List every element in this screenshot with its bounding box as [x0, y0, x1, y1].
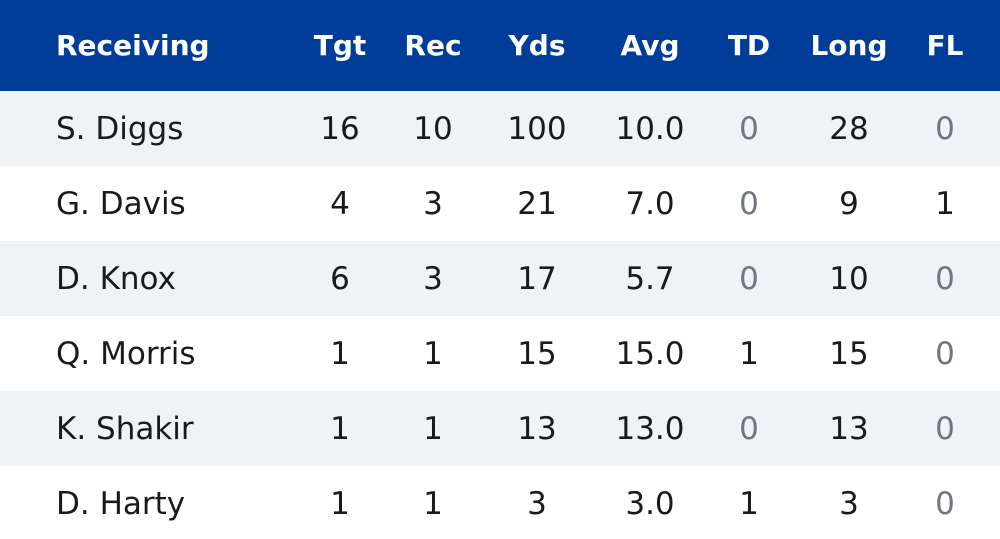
stat-long: 13 — [829, 410, 869, 447]
header-rec: Rec — [404, 29, 462, 62]
player-name: K. Shakir — [56, 410, 194, 447]
stat-yds: 13 — [517, 410, 557, 447]
header-td: TD — [727, 29, 771, 62]
player-name: D. Harty — [56, 485, 186, 522]
stat-tgt: 1 — [330, 335, 350, 372]
stat-long: 9 — [839, 185, 859, 222]
stat-tgt: 4 — [330, 185, 350, 222]
table-row: S. Diggs 16 10 100 10.0 0 28 0 — [0, 91, 1000, 166]
stat-avg: 7.0 — [625, 185, 675, 222]
table-row: G. Davis 4 3 21 7.0 0 9 1 — [0, 166, 1000, 241]
stat-tgt: 6 — [330, 260, 350, 297]
header-long: Long — [810, 29, 888, 62]
stat-rec: 1 — [423, 335, 443, 372]
stat-long: 15 — [829, 335, 869, 372]
stat-avg: 3.0 — [625, 485, 675, 522]
stat-long: 10 — [829, 260, 869, 297]
player-name: G. Davis — [56, 185, 186, 222]
stat-tgt: 1 — [330, 410, 350, 447]
player-name: Q. Morris — [56, 335, 196, 372]
stat-yds: 100 — [507, 110, 567, 147]
stat-fl: 0 — [935, 110, 955, 147]
player-name: D. Knox — [56, 260, 176, 297]
stat-td: 0 — [739, 260, 759, 297]
header-tgt: Tgt — [313, 29, 367, 62]
stat-rec: 1 — [423, 485, 443, 522]
player-name: S. Diggs — [56, 110, 184, 147]
stat-tgt: 1 — [330, 485, 350, 522]
stat-fl: 0 — [935, 410, 955, 447]
stat-avg: 10.0 — [615, 110, 685, 147]
stat-td: 1 — [739, 485, 759, 522]
stat-yds: 17 — [517, 260, 557, 297]
header-avg: Avg — [620, 29, 680, 62]
stat-rec: 3 — [423, 260, 443, 297]
stat-rec: 10 — [413, 110, 453, 147]
header-receiving: Receiving — [56, 29, 210, 62]
stat-avg: 13.0 — [615, 410, 685, 447]
stat-fl: 0 — [935, 335, 955, 372]
table-body: S. Diggs 16 10 100 10.0 0 28 0 G. Davis 4 3 21 7.0 0 9… — [0, 91, 1000, 539]
stat-td: 1 — [739, 335, 759, 372]
stat-td: 0 — [739, 185, 759, 222]
stat-td: 0 — [739, 110, 759, 147]
stat-tgt: 16 — [320, 110, 360, 147]
stat-avg: 5.7 — [625, 260, 675, 297]
stat-yds: 3 — [527, 485, 547, 522]
stat-avg: 15.0 — [615, 335, 685, 372]
table-row: K. Shakir 1 1 13 13.0 0 13 0 — [0, 391, 1000, 466]
stat-yds: 21 — [517, 185, 557, 222]
stat-fl: 1 — [935, 185, 955, 222]
table-row: Q. Morris 1 1 15 15.0 1 15 0 — [0, 316, 1000, 391]
header-fl: FL — [926, 29, 964, 62]
stat-rec: 3 — [423, 185, 443, 222]
stat-rec: 1 — [423, 410, 443, 447]
stat-long: 28 — [829, 110, 869, 147]
stat-fl: 0 — [935, 485, 955, 522]
stat-td: 0 — [739, 410, 759, 447]
table-header-row: Receiving Tgt Rec Yds Avg TD Long FL — [0, 0, 1000, 91]
stat-long: 3 — [839, 485, 859, 522]
table-row: D. Knox 6 3 17 5.7 0 10 0 — [0, 241, 1000, 316]
table-row: D. Harty 1 1 3 3.0 1 3 0 — [0, 466, 1000, 539]
stat-yds: 15 — [517, 335, 557, 372]
header-yds: Yds — [508, 29, 566, 62]
stat-fl: 0 — [935, 260, 955, 297]
